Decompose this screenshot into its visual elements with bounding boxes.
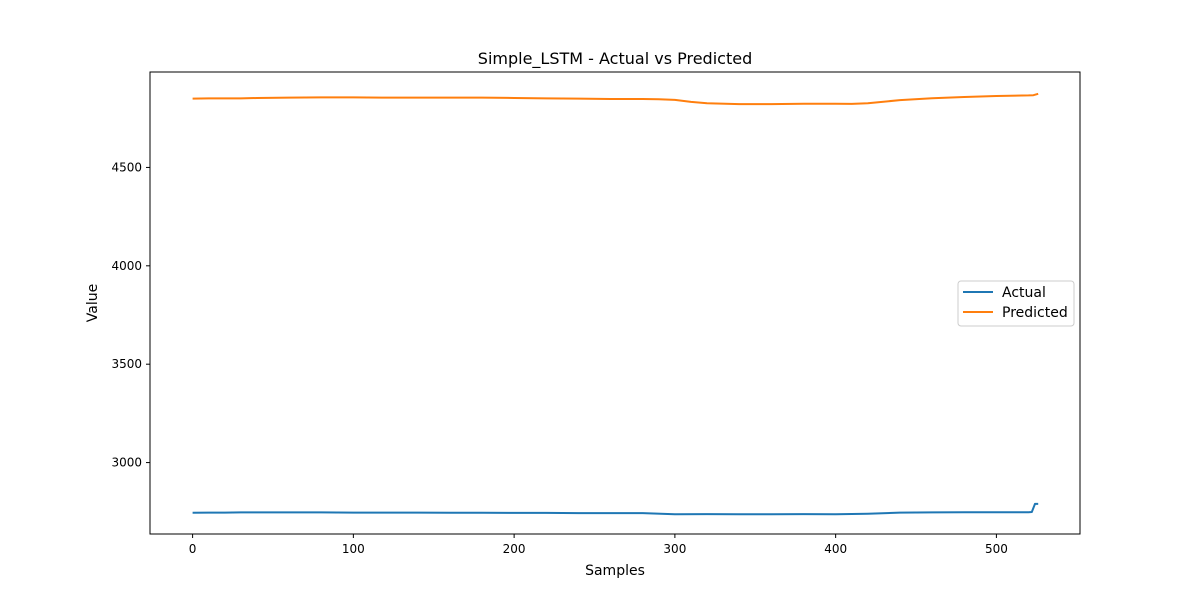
plot-area <box>150 72 1080 534</box>
x-tick-label: 100 <box>342 542 365 556</box>
legend: Actual Predicted <box>957 280 1075 327</box>
x-tick-label: 0 <box>189 542 197 556</box>
series-lines <box>192 92 1039 516</box>
legend-label-predicted: Predicted <box>1002 305 1068 321</box>
y-tick-label: 4000 <box>111 259 142 273</box>
y-tick-label: 3000 <box>111 456 142 470</box>
x-axis-label: Samples <box>585 563 645 579</box>
y-axis-label: Value <box>85 284 101 322</box>
y-tick-label: 3500 <box>111 357 142 371</box>
y-axis-ticks: 3000 3500 4000 4500 <box>111 160 150 470</box>
x-tick-label: 400 <box>824 542 847 556</box>
chart-title: Simple_LSTM - Actual vs Predicted <box>478 49 752 69</box>
x-tick-label: 200 <box>503 542 526 556</box>
series-line-predicted <box>192 92 1039 106</box>
plot-frame <box>149 71 1081 535</box>
x-tick-label: 500 <box>985 542 1008 556</box>
series-line-actual <box>192 502 1039 516</box>
legend-label-actual: Actual <box>1002 285 1046 301</box>
x-tick-label: 300 <box>663 542 686 556</box>
y-tick-label: 4500 <box>111 160 142 174</box>
x-axis-ticks: 0 100 200 300 400 500 <box>189 534 1008 556</box>
